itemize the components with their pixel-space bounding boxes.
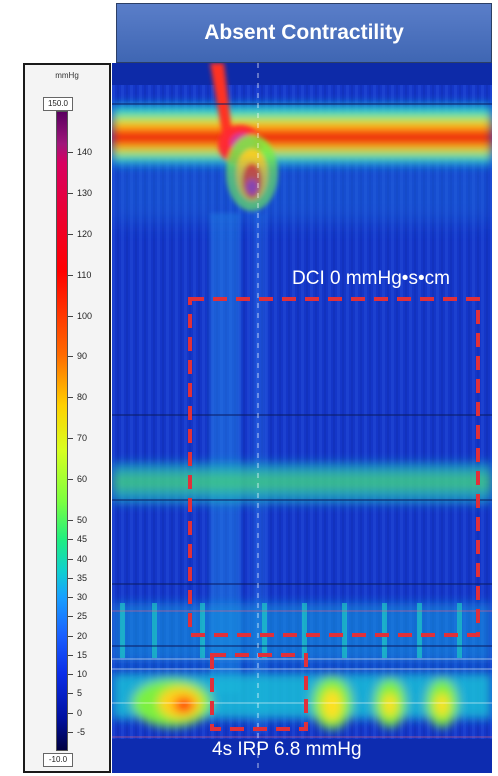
- scale-tick-label: 20: [77, 630, 88, 641]
- scale-tick-label: 60: [77, 474, 88, 485]
- scale-tick-label: 110: [77, 269, 92, 280]
- scale-tick: [68, 635, 73, 637]
- pressure-color-scale: mmHg 150.0 140 130 120 110 100 90 80 70 60 50 45 40…: [23, 63, 111, 773]
- ues-pressure-band: [112, 105, 492, 165]
- dci-box: [188, 297, 480, 637]
- bottom-band: [112, 739, 492, 773]
- scale-tick-label: 90: [77, 351, 88, 362]
- title-text: Absent Contractility: [204, 21, 404, 44]
- scale-tick-label: 140: [77, 146, 93, 157]
- scale-tick-label: 120: [77, 228, 93, 239]
- white-reference-lines: [112, 658, 492, 704]
- scale-tick: [68, 654, 73, 656]
- scale-tick-label: 40: [77, 553, 88, 564]
- scale-tick: [68, 597, 73, 598]
- scale-tick-label: 5: [77, 688, 83, 699]
- dci-label: DCI 0 mmHg•s•cm: [292, 268, 450, 289]
- scale-tick: [68, 558, 73, 560]
- topography-svg: [112, 63, 492, 773]
- scale-tick-label: 45: [77, 534, 88, 545]
- reference-lines: [112, 610, 492, 738]
- scale-tick-label: 50: [77, 515, 88, 525]
- scale-tick: [68, 479, 73, 481]
- scale-tick: [68, 520, 73, 521]
- scale-tick: [68, 731, 73, 733]
- irp-box: [210, 653, 308, 731]
- scale-tick-label: 10: [77, 669, 88, 679]
- scale-tick: [68, 356, 73, 358]
- pressure-topography-plot: DCI 0 mmHg•s•cm 4s IRP 6.8 mmHg: [112, 63, 492, 773]
- scale-unit-label: mmHg: [55, 71, 79, 80]
- scale-tick: [68, 438, 73, 440]
- scale-tick-label: 100: [77, 310, 93, 321]
- sensor-lines: [112, 103, 492, 647]
- scale-tick-label: 30: [77, 592, 88, 602]
- scale-tick: [68, 233, 73, 235]
- scale-tick-label: -5: [77, 726, 86, 737]
- scale-tick-label: 15: [77, 649, 88, 660]
- scale-tick: [68, 397, 73, 399]
- scale-max-field[interactable]: 150.0: [43, 97, 73, 111]
- scale-tick-label: 25: [77, 611, 88, 622]
- scale-tick-label: 35: [77, 572, 88, 583]
- scale-tick-label: 70: [77, 433, 88, 444]
- periodic-pulses: [120, 603, 462, 658]
- scale-tick-label: 80: [77, 392, 88, 403]
- scale-tick: [68, 151, 73, 153]
- title-banner: Absent Contractility: [116, 3, 492, 63]
- scale-tick: [68, 712, 73, 714]
- irp-label: 4s IRP 6.8 mmHg: [212, 739, 362, 760]
- scale-tick: [68, 539, 73, 541]
- scale-tick: [68, 274, 73, 276]
- scale-tick: [68, 315, 73, 317]
- scale-min-field[interactable]: -10.0: [43, 753, 73, 767]
- colorbar: [56, 111, 68, 751]
- scale-tick: [68, 192, 73, 194]
- scale-tick: [68, 616, 73, 618]
- scale-tick: [68, 674, 73, 675]
- scale-tick-label: 0: [77, 707, 83, 718]
- top-band: [112, 63, 492, 85]
- scale-tick: [68, 693, 73, 695]
- scale-tick: [68, 577, 73, 579]
- scale-tick-label: 130: [77, 187, 93, 198]
